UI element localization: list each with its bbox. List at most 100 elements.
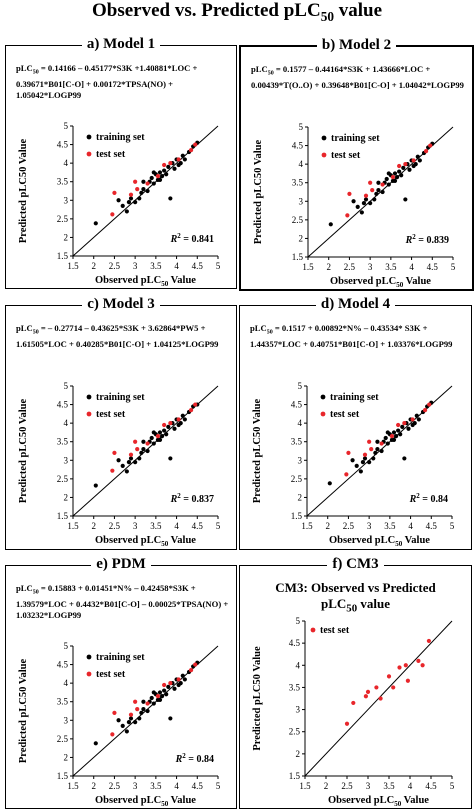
legend-marker bbox=[86, 654, 92, 660]
training-set-point bbox=[93, 483, 98, 488]
x-tick-label: 2.5 bbox=[343, 521, 355, 531]
scatter-plot: 1.5 2 2.5 3 3.5 4 4.5 5 1.5 2 2.5 3 3.5 4 4.5 5 Observed… bbox=[18, 121, 221, 288]
training-set-point bbox=[139, 710, 144, 715]
training-set-point bbox=[151, 170, 156, 175]
test-set-point bbox=[168, 421, 173, 426]
training-set-point bbox=[400, 424, 405, 429]
y-tick-label: 3.5 bbox=[291, 437, 303, 447]
y-tick-label: 4.5 bbox=[291, 400, 303, 410]
training-set-point bbox=[391, 430, 397, 435]
y-tick-label: 1.5 bbox=[292, 252, 304, 262]
x-tick-label: 4.5 bbox=[192, 261, 204, 271]
training-set-point bbox=[159, 694, 165, 699]
training-set-point bbox=[182, 157, 187, 162]
training-set-point bbox=[151, 430, 156, 435]
training-set-point bbox=[178, 681, 183, 686]
training-set-point bbox=[128, 196, 134, 201]
legend-entry: test set bbox=[96, 409, 126, 420]
y-tick-label: 2.5 bbox=[57, 474, 69, 484]
training-set-point bbox=[383, 435, 388, 441]
x-tick-label: 2 bbox=[326, 262, 331, 272]
training-set-point bbox=[401, 165, 406, 170]
test-set-point bbox=[345, 213, 350, 218]
regression-equation: pLC50 = – 0.27714 – 0.43625*S3K + 3.6286… bbox=[16, 323, 219, 349]
training-set-point bbox=[141, 187, 146, 192]
y-tick-label: 5 bbox=[298, 381, 303, 391]
training-set-point bbox=[358, 469, 363, 474]
x-tick-label: 3 bbox=[367, 521, 372, 531]
test-set-point bbox=[193, 142, 198, 147]
training-set-point bbox=[141, 447, 146, 452]
x-tick-label: 4 bbox=[408, 781, 413, 791]
x-tick-label: 3.5 bbox=[150, 521, 162, 531]
training-set-point bbox=[116, 718, 121, 723]
training-set-point bbox=[416, 417, 421, 422]
training-set-point bbox=[399, 173, 404, 178]
training-set-point bbox=[351, 199, 356, 204]
training-set-point bbox=[391, 437, 397, 442]
training-set-point bbox=[159, 174, 165, 179]
test-set-point bbox=[403, 162, 408, 167]
test-set-point bbox=[168, 161, 173, 166]
training-set-point bbox=[406, 426, 411, 431]
y-axis-label: Predicted pLC50 Value bbox=[253, 140, 264, 245]
y-tick-label: 2 bbox=[296, 749, 301, 759]
x-tick-label: 5 bbox=[451, 262, 456, 272]
test-set-point bbox=[378, 696, 383, 701]
training-set-point bbox=[149, 435, 154, 441]
y-tick-label: 4 bbox=[64, 158, 69, 168]
training-set-point bbox=[396, 428, 401, 433]
chart-title: CM3: Observed vs Predicted pLC50 value bbox=[275, 580, 436, 615]
x-tick-label: 4.5 bbox=[192, 781, 204, 791]
r2-annotation: R2 = 0.84 bbox=[409, 492, 448, 505]
test-set-point bbox=[193, 402, 198, 407]
test-set-point bbox=[405, 678, 410, 683]
y-tick-label: 3 bbox=[298, 455, 303, 465]
y-tick-label: 3 bbox=[299, 196, 304, 206]
test-set-point bbox=[367, 439, 372, 444]
training-set-point bbox=[137, 456, 142, 461]
chart-panel-3: c) Model 3 pLC50 = – 0.27714 – 0.43625*S3… bbox=[5, 296, 237, 550]
x-tick-label: 4 bbox=[174, 261, 179, 271]
y-tick-label: 3 bbox=[296, 705, 301, 715]
legend-entry: test set bbox=[320, 625, 350, 636]
y-tick-label: 3.5 bbox=[292, 178, 304, 188]
training-set-point bbox=[413, 162, 418, 167]
test-set-point bbox=[374, 685, 379, 690]
training-set-point bbox=[151, 181, 156, 186]
legend-entry: test set bbox=[330, 409, 360, 420]
training-set-point bbox=[145, 448, 150, 454]
training-set-point bbox=[372, 197, 377, 202]
x-tick-label: 3.5 bbox=[385, 262, 397, 272]
x-tick-label: 4.5 bbox=[425, 781, 437, 791]
test-set-point bbox=[410, 417, 415, 422]
training-set-point bbox=[124, 209, 129, 214]
legend-entry: test set bbox=[331, 150, 361, 161]
test-set-point bbox=[411, 158, 416, 163]
y-tick-label: 4 bbox=[298, 418, 303, 428]
x-tick-label: 3 bbox=[368, 262, 373, 272]
test-set-point bbox=[193, 662, 198, 667]
x-tick-label: 5 bbox=[216, 261, 221, 271]
panel-title: a) Model 1 bbox=[6, 35, 236, 53]
x-tick-label: 2 bbox=[325, 521, 330, 531]
training-set-point bbox=[157, 437, 163, 442]
test-set-point bbox=[188, 148, 194, 153]
training-set-point bbox=[363, 197, 369, 202]
training-set-point bbox=[151, 701, 156, 706]
training-set-point bbox=[159, 434, 165, 439]
x-tick-label: 2 bbox=[91, 781, 96, 791]
y-tick-label: 4.5 bbox=[57, 660, 69, 670]
x-tick-label: 2.5 bbox=[344, 262, 356, 272]
training-set-point bbox=[126, 460, 132, 465]
training-set-point bbox=[371, 456, 376, 461]
training-set-point bbox=[120, 723, 125, 728]
training-set-point bbox=[384, 176, 389, 182]
test-set-point bbox=[112, 710, 117, 715]
training-set-point bbox=[126, 200, 132, 205]
training-set-point bbox=[386, 171, 391, 176]
y-tick-label: 4 bbox=[64, 418, 69, 428]
test-set-point bbox=[416, 658, 421, 663]
training-set-point bbox=[128, 456, 134, 461]
test-set-point bbox=[397, 665, 402, 670]
